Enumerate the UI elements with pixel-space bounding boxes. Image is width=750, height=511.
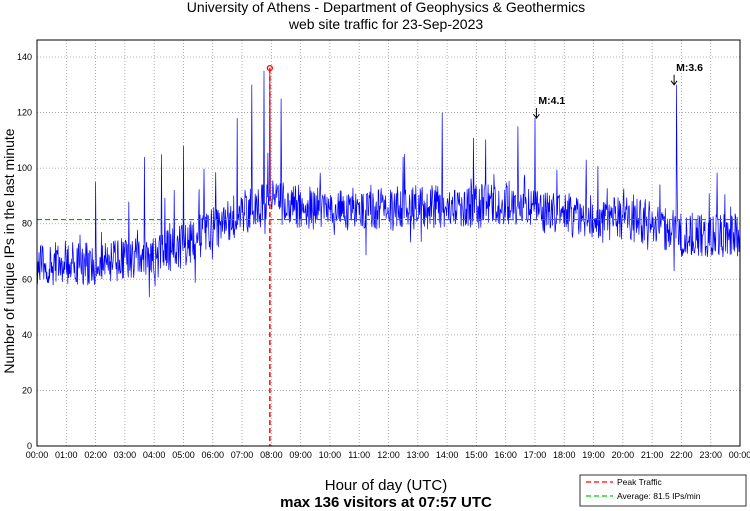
legend-average-label: Average: 81.5 IPs/min [617,491,701,501]
x-tick-label: 00:00 [729,450,750,460]
x-tick-label: 12:00 [377,450,400,460]
y-tick-label: 140 [17,52,32,62]
x-tick-label: 02:00 [84,450,107,460]
x-tick-label: 05:00 [172,450,195,460]
traffic-line [36,68,741,298]
x-tick-label: 10:00 [319,450,342,460]
y-tick-label: 120 [17,108,32,118]
x-tick-label: 19:00 [582,450,605,460]
x-tick-label: 08:00 [260,450,283,460]
x-tick-label: 00:00 [26,450,49,460]
chart-title-line2: web site traffic for 23-Sep-2023 [288,16,484,32]
x-tick-label: 16:00 [494,450,517,460]
y-axis-label: Number of unique IPs in the last minute [1,128,17,373]
x-tick-label: 04:00 [143,450,166,460]
x-tick-label: 11:00 [348,450,370,460]
x-tick-label: 01:00 [55,450,78,460]
arrowhead-icon [670,80,678,86]
y-tick-label: 80 [22,219,32,229]
x-tick-label: 15:00 [465,450,488,460]
x-tick-label: 23:00 [699,450,722,460]
x-tick-label: 17:00 [524,450,547,460]
x-tick-label: 06:00 [201,450,224,460]
magnitude-annotation: M:3.6 [676,62,703,74]
x-tick-label: 13:00 [407,450,430,460]
peak-marker [266,65,273,72]
x-tick-label: 22:00 [670,450,693,460]
legend-peak-label: Peak Traffic [617,477,662,487]
y-tick-label: 0 [27,441,32,451]
y-tick-label: 20 [22,385,32,395]
magnitude-annotation: M:4.1 [538,95,565,107]
arrowhead-icon [533,113,540,119]
x-tick-label: 03:00 [114,450,137,460]
x-tick-label: 14:00 [436,450,459,460]
chart-subtitle: max 136 visitors at 07:57 UTC [280,494,492,511]
chart-title-line1: University of Athens - Department of Geo… [187,0,585,15]
y-tick-label: 100 [17,163,32,173]
x-tick-label: 09:00 [289,450,312,460]
y-tick-label: 60 [22,274,32,284]
x-tick-label: 21:00 [641,450,664,460]
y-tick-label: 40 [22,330,32,340]
x-tick-label: 07:00 [231,450,254,460]
x-tick-label: 20:00 [612,450,635,460]
plot-frame [36,39,741,447]
legend: Peak Traffic Average: 81.5 IPs/min [579,474,747,507]
x-tick-label: 18:00 [553,450,576,460]
x-axis-label: Hour of day (UTC) [325,477,448,494]
